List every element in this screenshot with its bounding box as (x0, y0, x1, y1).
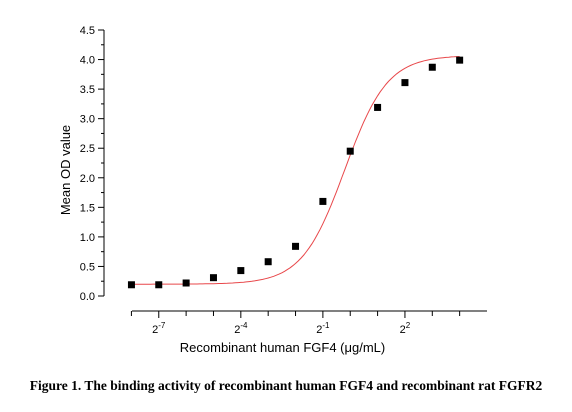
x-axis-title: Recombinant human FGF4 (μg/mL) (180, 340, 385, 355)
figure-caption: Figure 1. The binding activity of recomb… (29, 378, 543, 393)
data-point (127, 281, 135, 289)
x-tick-label: 2-7 (152, 321, 166, 336)
data-point (346, 147, 354, 155)
data-points-layer (127, 56, 464, 289)
y-tick-label: 4.0 (80, 55, 95, 67)
y-tick-label: 4.5 (80, 25, 95, 37)
x-axis: 2-7 2-4 2-1 22 (130, 310, 487, 336)
y-tick-label: 2.5 (80, 143, 95, 155)
data-point (319, 197, 327, 205)
y-tick-label: 0.0 (80, 291, 95, 303)
data-point (237, 267, 245, 275)
data-point (456, 56, 464, 64)
x-tick-label: 22 (400, 321, 411, 336)
data-point (209, 274, 217, 282)
fit-curve-layer (131, 56, 460, 285)
y-tick-label: 1.5 (80, 202, 95, 214)
data-point (401, 79, 409, 87)
x-tick-label: 2-1 (316, 321, 330, 336)
y-axis: 0.0 0.5 1.0 1.5 2.0 2.5 3.0 3.5 4.0 4.5 (80, 25, 105, 303)
chart: 0.0 0.5 1.0 1.5 2.0 2.5 3.0 3.5 4.0 4.5 2-7 2-4 2-1… (58, 25, 487, 355)
data-point (182, 279, 190, 287)
y-tick-label: 2.0 (80, 173, 95, 185)
y-tick-label: 1.0 (80, 232, 95, 244)
data-point (428, 63, 436, 71)
y-axis-title: Mean OD value (58, 125, 73, 215)
data-point (292, 242, 300, 250)
x-tick-label: 2-4 (234, 321, 248, 336)
y-tick-label: 0.5 (80, 261, 95, 273)
data-point (264, 258, 272, 266)
y-tick-label: 3.5 (80, 84, 95, 96)
fit-curve (131, 56, 460, 285)
y-tick-label: 3.0 (80, 114, 95, 126)
data-point (155, 281, 163, 289)
data-point (374, 103, 382, 111)
